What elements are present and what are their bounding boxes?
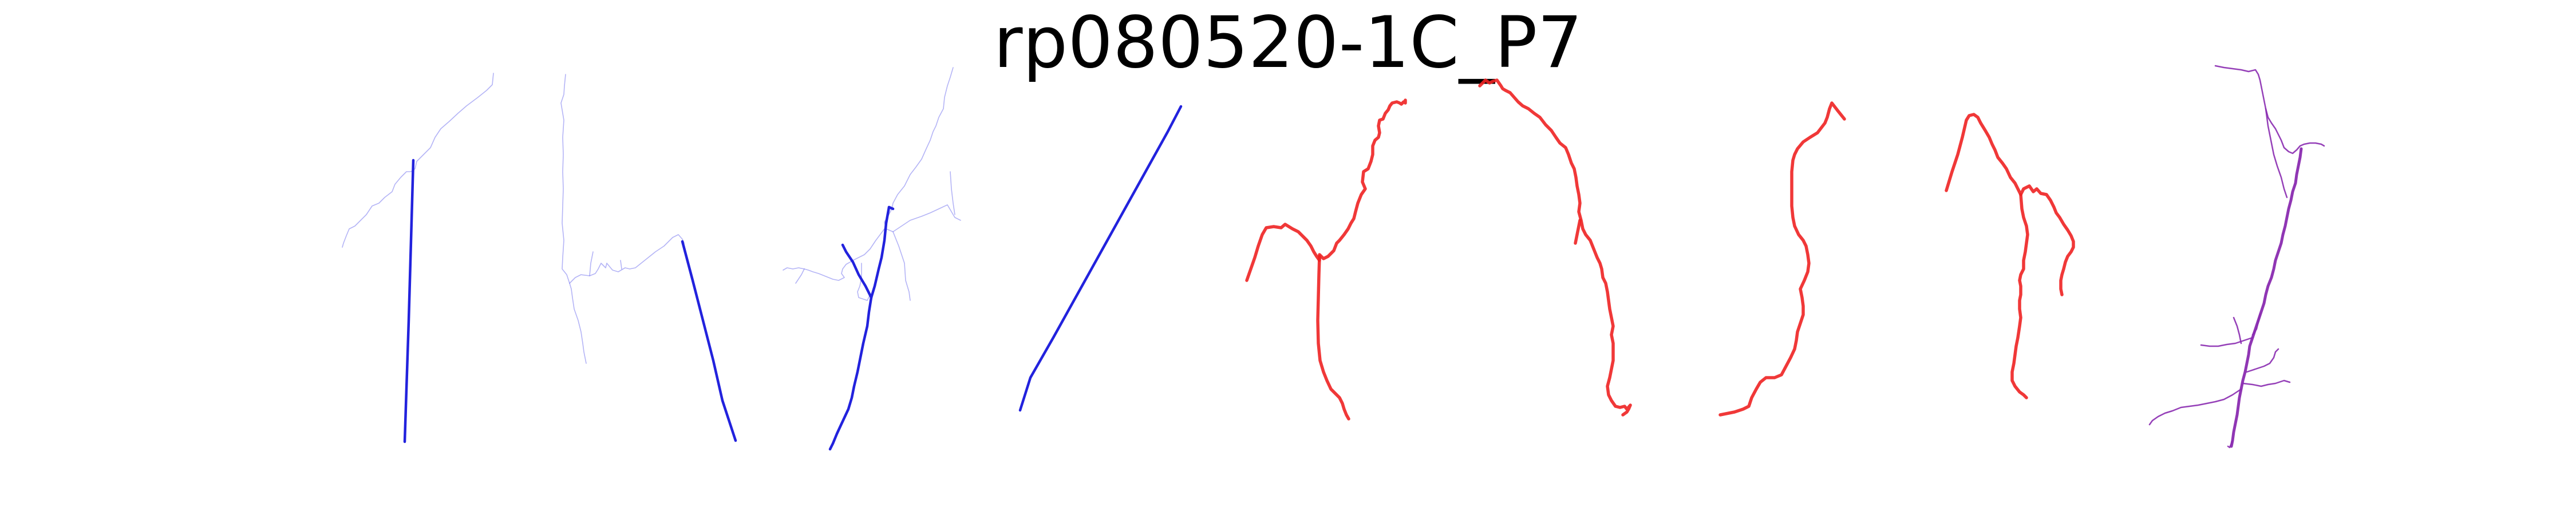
dendrite-trace-1 (1245, 98, 1407, 421)
figure-title: rp080520-1C_P7 (993, 2, 1583, 84)
axon-trace-4 (1018, 105, 1183, 412)
axon-trace-1 (342, 73, 494, 443)
apical-trace-1 (2148, 65, 2325, 449)
dendrite-trace-3 (1718, 101, 1846, 417)
axon-trace-3 (783, 67, 961, 451)
dendrite-trace-4 (1945, 113, 2075, 399)
dendrite-trace-2 (1478, 78, 1632, 417)
axon-trace-2 (560, 74, 737, 442)
